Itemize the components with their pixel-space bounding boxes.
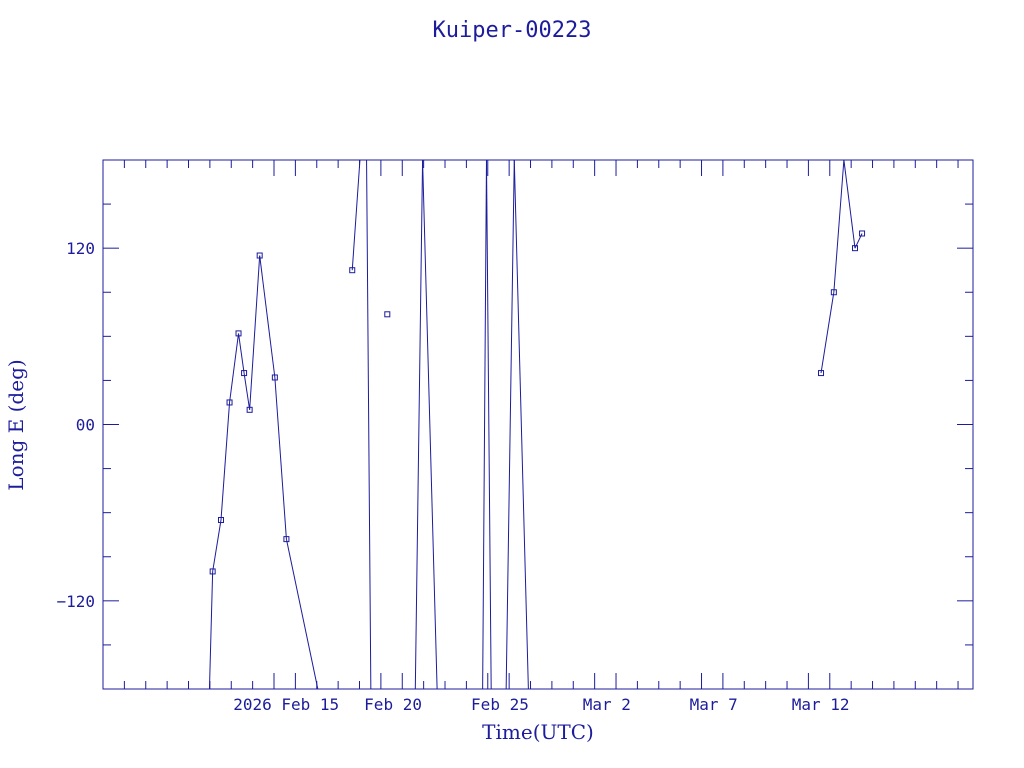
series-segment — [485, 159, 492, 690]
data-point — [209, 568, 216, 575]
plot-series — [208, 159, 866, 690]
data-point — [852, 245, 859, 252]
plot-frame — [102, 159, 974, 690]
data-point — [241, 370, 248, 377]
series-segment — [414, 159, 424, 690]
data-point — [859, 230, 866, 237]
series-segment — [482, 159, 487, 690]
series-segment — [366, 159, 372, 690]
series-segment — [208, 571, 214, 690]
x-axis-ticks: 2026 Feb 15 Feb 20 Feb 25 Mar 2 Mar 7 Mar 12 — [102, 160, 959, 714]
x-tick-label: Feb 25 — [471, 695, 529, 714]
data-point — [235, 330, 242, 337]
series-segment — [285, 539, 319, 690]
y-axis-label: Long E (deg) — [4, 359, 28, 490]
series-segment — [249, 255, 261, 410]
data-point — [256, 252, 263, 259]
series-segment — [833, 159, 845, 293]
x-tick-label: 2026 Feb 15 — [233, 695, 339, 714]
series-segment — [274, 377, 287, 540]
series-segment — [513, 159, 529, 690]
series-segment — [351, 159, 361, 271]
chart-title: Kuiper-00223 — [433, 18, 592, 43]
y-axis-ticks: 120 00 −120 — [56, 159, 973, 690]
series-segment — [843, 159, 856, 249]
x-tick-label: Mar 2 — [583, 695, 631, 714]
y-tick-label: 120 — [66, 239, 95, 258]
data-point — [217, 517, 224, 524]
series-segment — [505, 159, 515, 690]
x-tick-label: Mar 7 — [690, 695, 738, 714]
data-point — [226, 399, 233, 406]
data-point — [283, 536, 290, 543]
series-segment — [238, 333, 245, 374]
series-segment — [422, 159, 438, 690]
y-tick-label: −120 — [56, 592, 95, 611]
x-tick-label: Mar 12 — [792, 695, 850, 714]
data-point — [349, 267, 356, 274]
data-point — [830, 289, 837, 296]
series-segment — [220, 402, 231, 521]
data-point — [246, 406, 253, 413]
data-point — [818, 370, 825, 377]
y-tick-label: 00 — [76, 416, 95, 435]
data-point — [384, 311, 391, 318]
x-tick-label: Feb 20 — [364, 695, 422, 714]
series-segment — [820, 292, 835, 374]
series-segment — [259, 255, 276, 378]
x-axis-label: Time(UTC) — [482, 720, 594, 744]
series-segment — [229, 333, 240, 403]
data-point — [271, 374, 278, 381]
series-segment — [243, 372, 251, 410]
series-segment — [212, 519, 222, 572]
